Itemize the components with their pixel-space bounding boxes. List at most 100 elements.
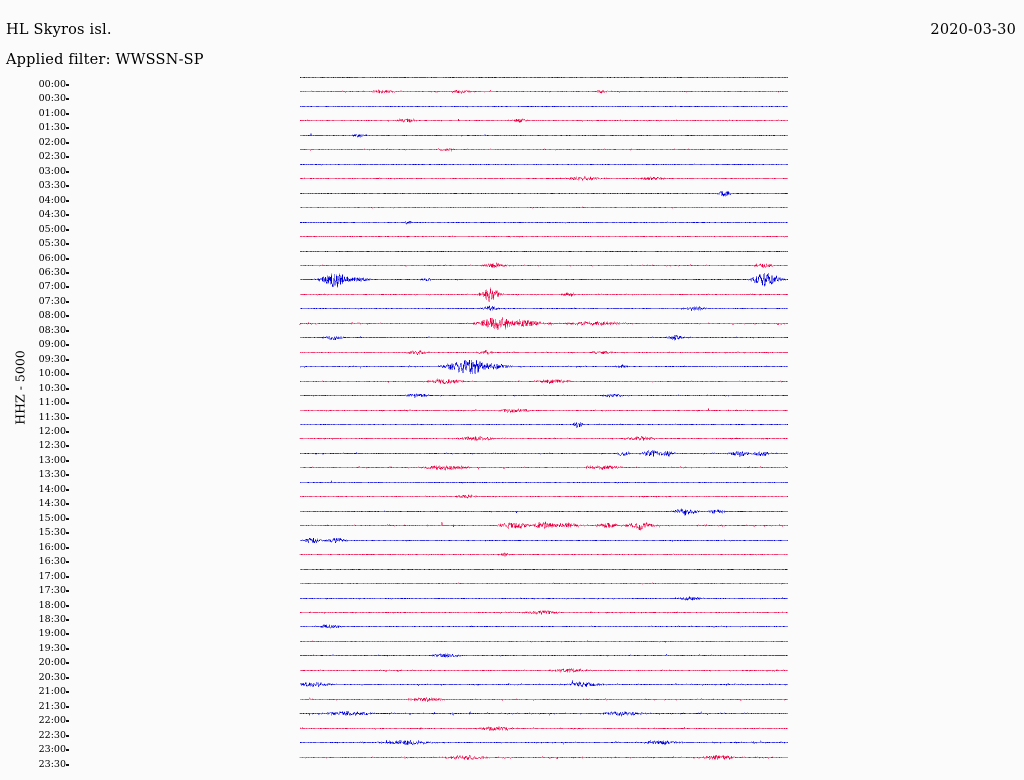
trace-row: 06:30 [0,262,1024,286]
time-label: 18:30 [38,613,66,625]
time-label: 19:30 [38,642,66,654]
time-label: 10:30 [38,382,66,394]
trace-row: 12:30 [0,436,1024,459]
time-label: 07:00 [38,281,66,293]
axis-tick [66,532,69,535]
seismic-trace [72,696,1016,714]
axis-tick [66,156,69,159]
axis-tick [66,633,69,636]
time-label: 03:00 [38,165,66,177]
time-label: 11:30 [38,411,66,423]
seismic-trace [72,710,1016,728]
axis-tick [66,618,69,621]
seismic-trace [72,76,1016,92]
seismic-trace [72,610,1016,627]
time-label: 14:00 [38,483,66,495]
axis-tick [66,416,69,419]
trace-row: 09:00 [0,335,1024,358]
axis-tick [66,228,69,231]
time-label: 20:00 [38,657,66,669]
seismic-trace [72,422,1016,439]
axis-tick [66,604,69,607]
time-label: 12:30 [38,440,66,452]
trace-row: 02:00 [0,133,1024,156]
time-label: 13:30 [38,469,66,481]
time-label: 01:00 [38,107,66,119]
trace-row: 16:00 [0,537,1024,561]
time-label: 04:00 [38,194,66,206]
trace-row: 19:30 [0,639,1024,662]
trace-row: 09:30 [0,349,1024,373]
seismic-trace [72,335,1016,352]
time-label: 08:30 [38,324,66,336]
seismic-trace [72,407,1016,425]
trace-row: 16:30 [0,552,1024,575]
time-label: 21:30 [38,700,66,712]
time-label: 06:30 [38,266,66,278]
axis-tick [66,214,69,217]
trace-row: 08:30 [0,316,1024,344]
seismic-trace [72,262,1016,280]
axis-tick [66,141,69,144]
time-label: 00:00 [38,79,66,90]
axis-tick [66,300,69,303]
seismic-trace [72,190,1016,208]
trace-row: 21:30 [0,696,1024,720]
axis-tick [66,185,69,188]
axis-tick [66,517,69,520]
axis-tick [66,431,69,433]
axis-tick [66,647,69,650]
seismic-trace [72,118,1016,135]
time-label: 05:00 [38,223,66,235]
applied-filter-label: Applied filter: WWSSN-SP [6,52,204,68]
time-label: 09:30 [38,353,66,365]
trace-row: 20:30 [0,667,1024,691]
time-label: 06:00 [38,252,66,264]
seismogram-plot: 00:00 00:30 01:00 01:30 02:00 02:30 03:00 03:30… [0,76,1024,772]
seismic-trace [72,739,1016,757]
trace-row: 18:00 [0,595,1024,619]
axis-tick [66,373,69,376]
time-label: 20:30 [38,671,66,683]
axis-tick [66,734,69,737]
trace-row: 02:30 [0,148,1024,170]
time-label: 18:00 [38,599,66,611]
trace-row: 00:30 [0,89,1024,112]
seismic-trace [72,582,1016,598]
axis-tick [66,112,69,115]
time-label: 02:30 [38,151,66,163]
seismic-trace [72,206,1016,222]
axis-tick [66,271,69,274]
seismic-trace [72,680,1016,699]
axis-tick [66,344,69,347]
time-label: 02:00 [38,136,66,148]
time-label: 08:00 [38,310,66,322]
seismic-trace [72,494,1016,511]
seismic-trace [72,235,1016,251]
trace-row: 20:00 [0,653,1024,676]
trace-row: 17:30 [0,582,1024,604]
seismic-trace [72,449,1016,468]
seismic-trace [72,653,1016,670]
time-label: 05:30 [38,238,66,250]
seismic-trace [72,316,1016,338]
trace-row: 22:00 [0,710,1024,734]
trace-row: 13:30 [0,465,1024,488]
seismic-trace [72,133,1016,150]
seismic-trace [72,436,1016,453]
seismic-trace [72,480,1016,497]
seismic-trace [72,552,1016,569]
trace-row: 17:00 [0,568,1024,590]
axis-tick [66,459,69,462]
trace-row: 08:00 [0,305,1024,329]
time-label: 21:00 [38,686,66,698]
seismic-trace [72,359,1016,381]
time-label: 09:00 [38,339,66,351]
trace-row: 07:30 [0,287,1024,315]
time-label: 01:30 [38,122,66,134]
axis-tick [66,84,69,86]
axis-tick [66,676,69,679]
trace-row: 14:30 [0,494,1024,517]
time-label: 23:30 [38,758,66,770]
axis-tick [66,749,69,752]
